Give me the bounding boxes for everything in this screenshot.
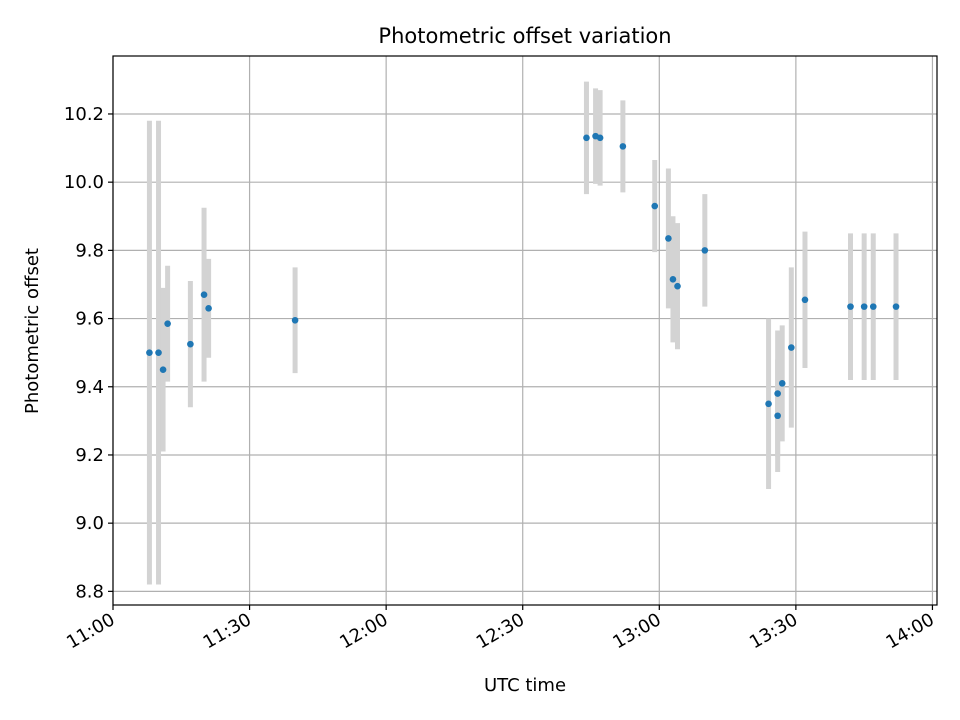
data-points	[146, 132, 900, 420]
plot-area-frame	[112, 55, 938, 606]
data-point	[164, 320, 171, 327]
data-point	[155, 349, 162, 356]
data-point	[778, 380, 786, 387]
x-axis-label: UTC time	[484, 675, 566, 696]
y-tick-label: 9.8	[75, 240, 104, 261]
y-tick-label: 8.8	[75, 581, 104, 602]
data-point	[159, 366, 167, 374]
data-point	[674, 282, 681, 290]
data-point	[765, 400, 772, 408]
data-point	[187, 340, 194, 348]
data-point	[200, 291, 208, 298]
data-point	[205, 305, 212, 312]
data-point	[596, 134, 604, 142]
y-tick-label: 10.2	[64, 104, 104, 125]
data-point	[860, 303, 868, 310]
data-point	[788, 344, 795, 351]
data-point	[651, 202, 659, 210]
y-tick-label: 10.0	[64, 172, 104, 193]
data-point	[774, 390, 781, 397]
chart-title: Photometric offset variation	[378, 24, 671, 48]
y-tick-label: 9.0	[75, 513, 104, 534]
data-point	[146, 349, 153, 356]
data-point	[583, 134, 590, 142]
y-axis-label: Photometric offset	[22, 248, 43, 414]
data-point	[869, 303, 877, 310]
data-point	[701, 247, 709, 254]
data-point	[801, 296, 809, 304]
y-tick-label: 9.4	[75, 377, 104, 398]
y-tick-label: 9.6	[75, 309, 104, 330]
data-point	[669, 276, 677, 283]
data-point	[774, 412, 781, 420]
grid	[112, 56, 937, 605]
data-point	[847, 303, 854, 310]
y-tick-label: 9.2	[75, 445, 104, 466]
data-point	[291, 316, 299, 324]
data-point	[892, 303, 900, 310]
data-point	[619, 143, 627, 150]
data-point	[665, 235, 672, 242]
